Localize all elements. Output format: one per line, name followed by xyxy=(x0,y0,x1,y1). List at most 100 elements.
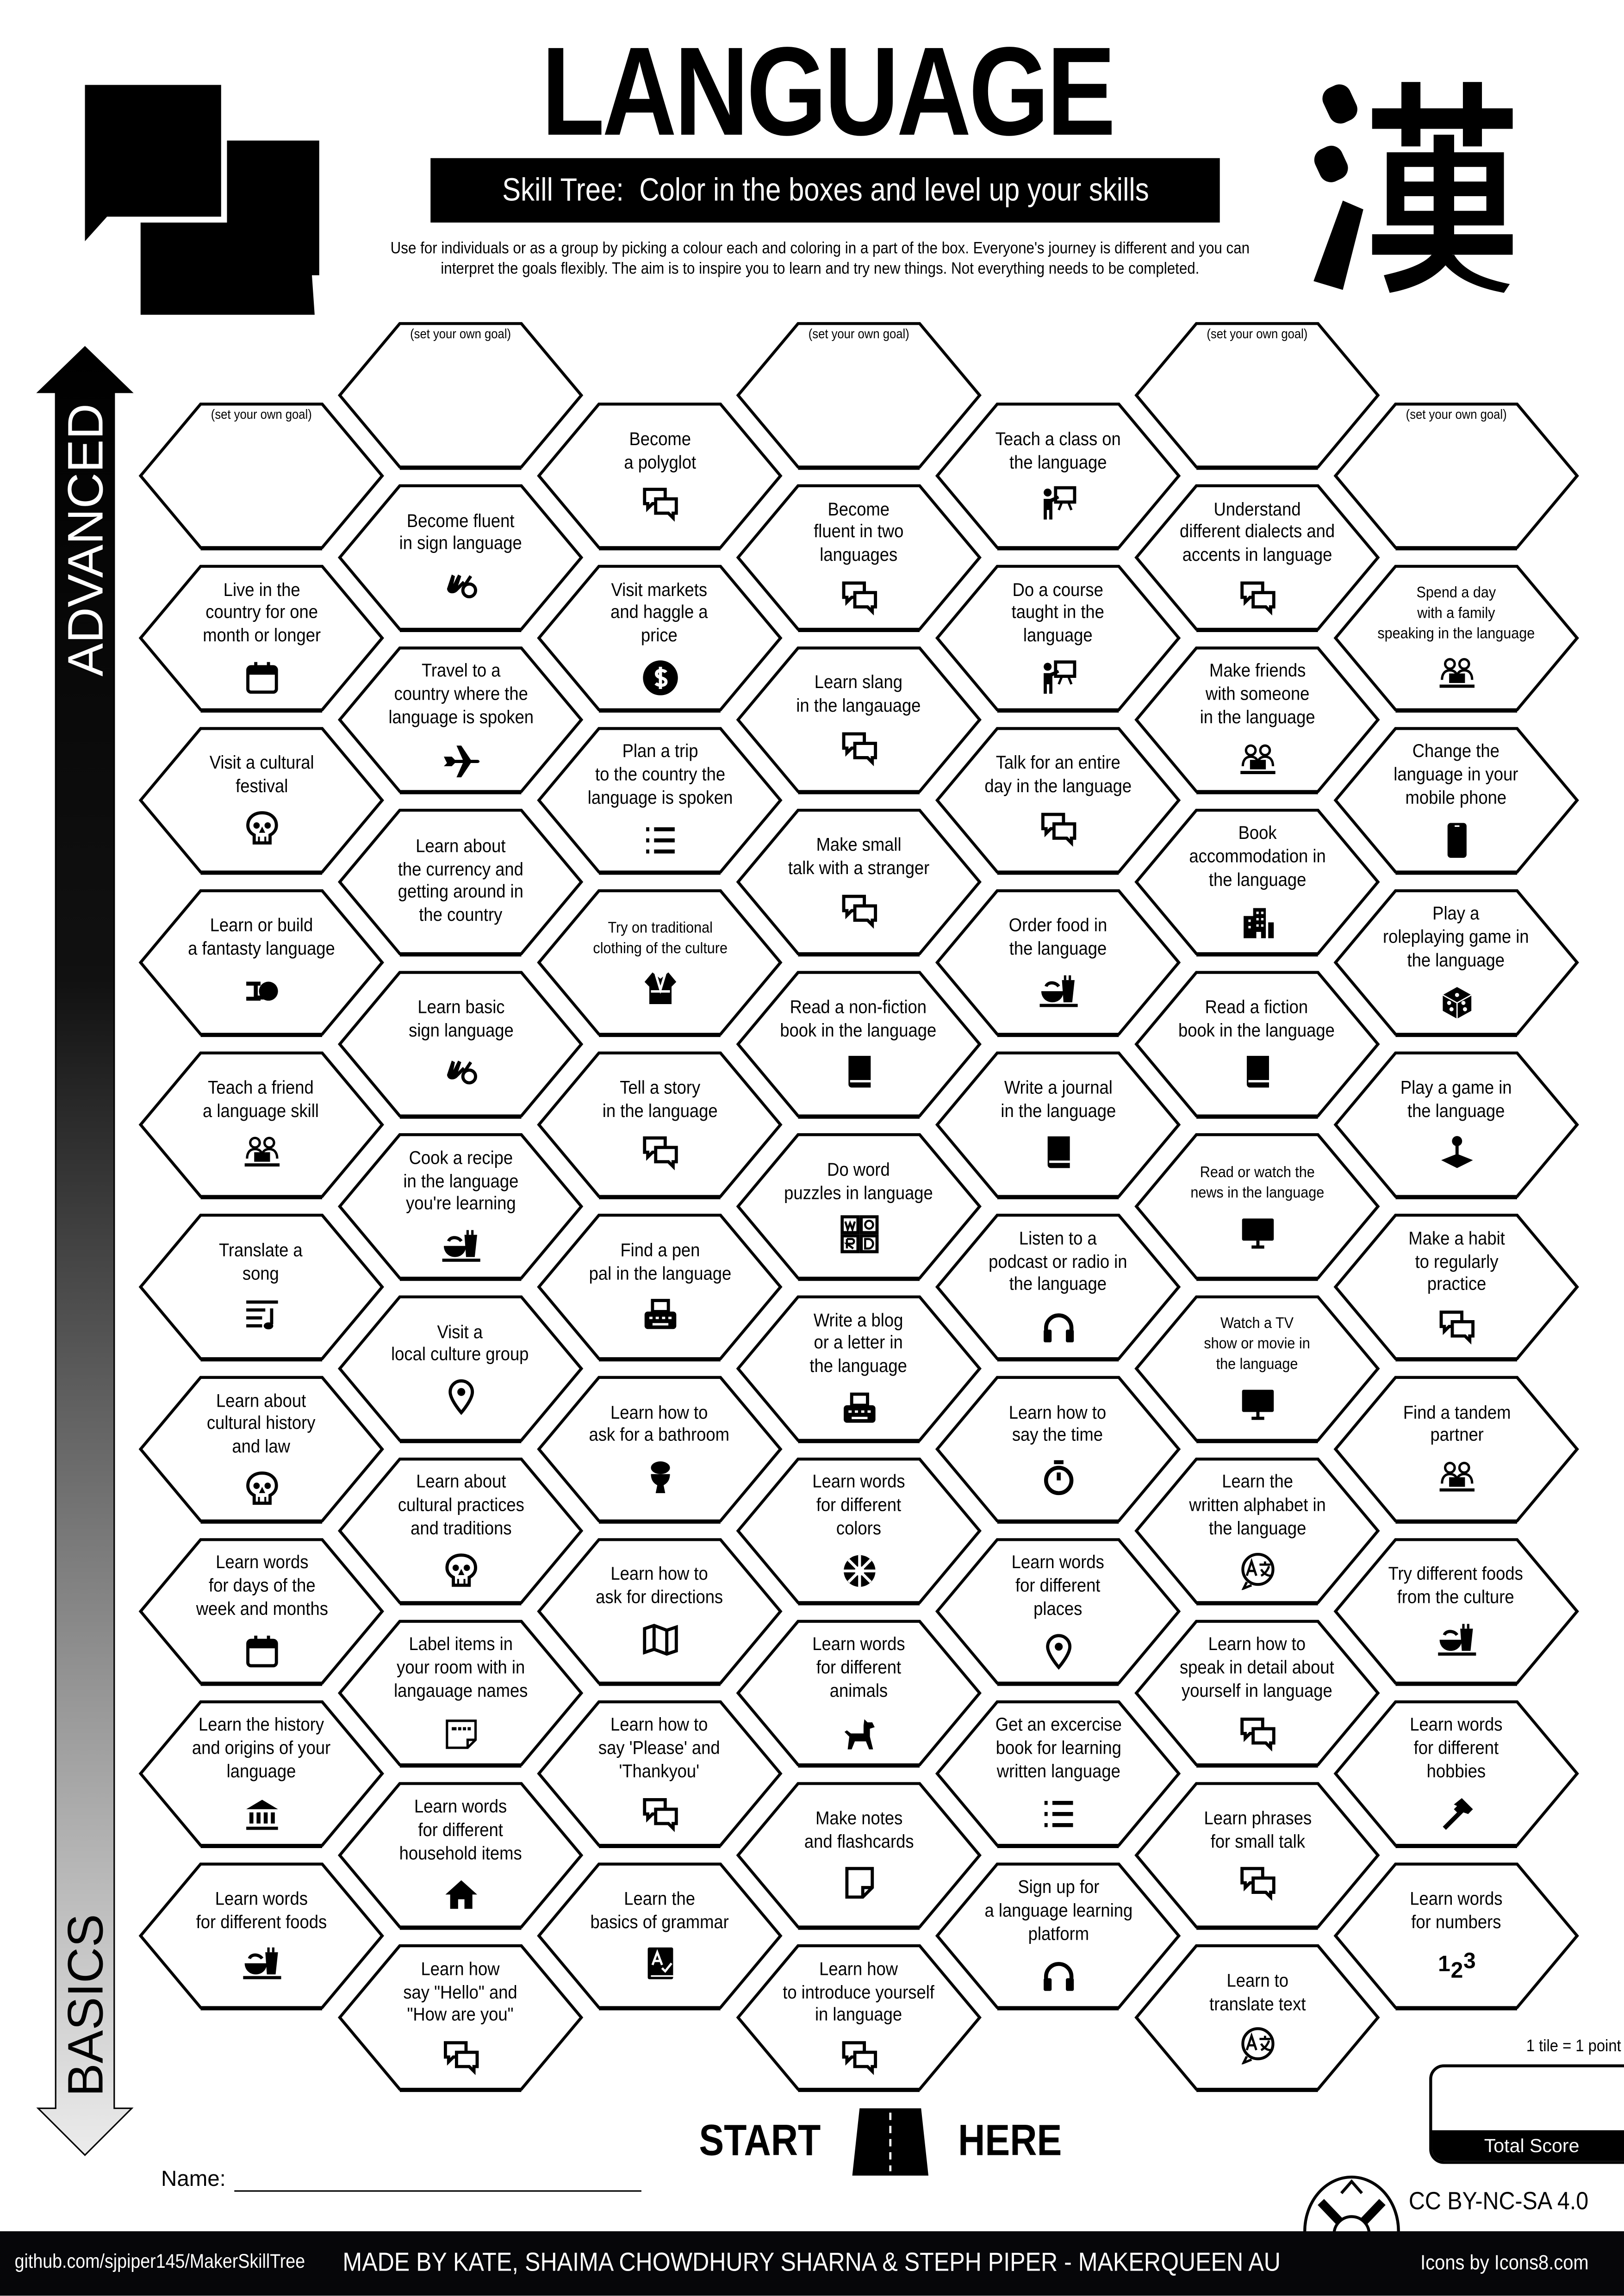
skill-tile[interactable]: Play a game in the language xyxy=(1336,1053,1577,1197)
skill-label: Read a fiction book in the language xyxy=(1179,997,1336,1041)
skill-tile[interactable]: Live in the country for one month or lon… xyxy=(141,566,382,710)
skill-tile[interactable]: Learn how to say 'Please' and 'Thankyou' xyxy=(539,1702,780,1845)
skill-label: Learn the history and origins of your la… xyxy=(192,1714,331,1782)
skill-label: Travel to a country where the language i… xyxy=(388,661,533,728)
skill-tile[interactable]: Write a journal in the language xyxy=(937,1053,1179,1197)
skill-label: Order food in the language xyxy=(1008,915,1108,959)
name-field[interactable]: Name: xyxy=(161,2167,642,2192)
skill-tile[interactable]: Translate a song xyxy=(141,1215,382,1359)
skill-tile[interactable]: Visit a local culture group xyxy=(340,1297,581,1440)
custom-goal-tile[interactable]: (set your own goal) xyxy=(738,323,980,467)
skill-tile[interactable]: Learn words for different hobbies xyxy=(1336,1702,1577,1845)
skill-tile[interactable]: Tell a story in the language xyxy=(539,1053,780,1197)
skill-label: Spend a day with a family speaking in th… xyxy=(1377,584,1535,643)
skill-tile[interactable]: Learn words for days of the week and mon… xyxy=(141,1539,382,1683)
skill-tile[interactable]: Learn how to say the time xyxy=(937,1378,1179,1521)
list-icon xyxy=(1044,1800,1072,1827)
skill-label: Plan a trip to the country the language … xyxy=(587,741,733,808)
name-line[interactable] xyxy=(234,2170,642,2192)
skill-tile[interactable]: Learn basic sign language xyxy=(340,973,581,1116)
skill-tile[interactable]: Learn words for different animals xyxy=(738,1621,980,1765)
skill-tile[interactable]: Do a course taught in the language xyxy=(937,566,1179,710)
skill-tile[interactable]: Watch a TV show or movie in the language xyxy=(1136,1297,1378,1440)
skill-tile[interactable]: Teach a class on the language xyxy=(937,404,1179,547)
skill-tile[interactable]: Cook a recipe in the language you're lea… xyxy=(340,1135,581,1278)
skill-tile[interactable]: Learn slang in the langauage xyxy=(738,648,980,791)
skill-tile[interactable]: Teach a friend a language skill xyxy=(141,1053,382,1197)
skill-tile[interactable]: Learn words for numbers 1 2 3 xyxy=(1336,1864,1577,2007)
skill-label: Learn about cultural practices and tradi… xyxy=(397,1472,524,1539)
headphones-icon xyxy=(1043,1314,1073,1343)
custom-goal-tile[interactable]: (set your own goal) xyxy=(141,404,382,547)
skill-tile[interactable]: Make friends with someone in the languag… xyxy=(1136,648,1378,791)
skill-tile[interactable]: Try on traditional clothing of the cultu… xyxy=(539,891,780,1034)
skill-label: Learn how to speak in detail about yours… xyxy=(1180,1634,1335,1701)
skill-label: Learn slang in the langauage xyxy=(796,672,921,716)
skill-tile[interactable]: Travel to a country where the language i… xyxy=(340,648,581,791)
hex-outline xyxy=(935,727,1181,874)
skill-tile[interactable]: Visit a cultural festival xyxy=(141,728,382,872)
skill-tile[interactable]: Learn how say "Hello" and "How are you" xyxy=(340,1946,581,2089)
custom-goal-tile[interactable]: (set your own goal) xyxy=(1136,323,1378,467)
skill-tile[interactable]: Talk for an entire day in the language xyxy=(937,728,1179,872)
skill-tile[interactable]: Learn about cultural practices and tradi… xyxy=(340,1459,581,1602)
skill-tile[interactable]: Spend a day with a family speaking in th… xyxy=(1336,566,1577,710)
skill-label: Write a journal in the language xyxy=(1000,1077,1116,1121)
skill-tile[interactable]: Learn the basics of grammar xyxy=(539,1864,780,2007)
skill-tile[interactable]: Learn the written alphabet in the langua… xyxy=(1136,1459,1378,1602)
skill-tile[interactable]: Label items in your room with in langaua… xyxy=(340,1621,581,1765)
skill-tile[interactable]: Learn how to ask for directions xyxy=(539,1539,780,1683)
skill-tile[interactable]: Learn words for different colors xyxy=(738,1459,980,1602)
skill-label: Try different foods from the culture xyxy=(1389,1564,1524,1608)
skill-label: Learn how to introduce yourself in langu… xyxy=(783,1958,935,2026)
skill-tile[interactable]: Learn to translate text xyxy=(1136,1946,1378,2089)
custom-goal-tile[interactable]: (set your own goal) xyxy=(340,323,581,467)
skill-tile[interactable]: Become fluent in sign language xyxy=(340,486,581,629)
skill-tile[interactable]: Find a pen pal in the language xyxy=(539,1215,780,1359)
skill-tile[interactable]: Change the language in your mobile phone xyxy=(1336,728,1577,872)
skill-label: Learn or build a fantasty language xyxy=(187,915,335,959)
skill-tile[interactable]: Learn how to ask for a bathroom xyxy=(539,1378,780,1521)
skill-tile[interactable]: Sign up for a language learning platform xyxy=(937,1864,1179,2007)
skill-tile[interactable]: Read a non-fiction book in the language xyxy=(738,973,980,1116)
skill-tile[interactable]: Learn words for different places xyxy=(937,1539,1179,1683)
skill-tile[interactable]: Learn or build a fantasty language xyxy=(141,891,382,1034)
music-list-icon xyxy=(245,1301,278,1330)
skill-tile[interactable]: Become a polyglot xyxy=(539,404,780,547)
hex-outline xyxy=(537,1862,783,2009)
skill-tile[interactable]: Learn words for different household item… xyxy=(340,1783,581,1927)
skill-tile[interactable]: Order food in the language xyxy=(937,891,1179,1034)
skill-tile[interactable]: Visit markets and haggle a price xyxy=(539,566,780,710)
skill-tile[interactable]: Try different foods from the culture xyxy=(1336,1539,1577,1683)
skill-tile[interactable]: Learn about the currency and getting aro… xyxy=(340,810,581,954)
skill-tile[interactable]: Make a habit to regularly practice xyxy=(1336,1215,1577,1359)
skill-tile[interactable]: Get an excercise book for learning writt… xyxy=(937,1702,1179,1845)
skill-tile[interactable]: Make notes and flashcards xyxy=(738,1783,980,1927)
skill-tile[interactable]: Read or watch the news in the language xyxy=(1136,1135,1378,1278)
skill-tile[interactable]: Learn how to introduce yourself in langu… xyxy=(738,1946,980,2089)
skill-tile[interactable]: Do word puzzles in language xyxy=(738,1135,980,1278)
skill-tile[interactable]: Play a roleplaying game in the language xyxy=(1336,891,1577,1034)
sign-hands-icon xyxy=(446,1061,477,1086)
skill-tile[interactable]: Become fluent in two languages xyxy=(738,486,980,629)
skill-tile[interactable]: Learn how to speak in detail about yours… xyxy=(1136,1621,1378,1765)
skill-tile[interactable]: Write a blog or a letter in the language xyxy=(738,1297,980,1440)
people-laptop-icon xyxy=(1438,1462,1474,1492)
skill-tile[interactable]: Learn phrases for small talk xyxy=(1136,1783,1378,1927)
skill-tile[interactable]: Understand different dialects and accent… xyxy=(1136,486,1378,629)
custom-goal-tile[interactable]: (set your own goal) xyxy=(1336,404,1577,547)
skill-tile[interactable]: Learn the history and origins of your la… xyxy=(141,1702,382,1845)
skill-tile[interactable]: Find a tandem partner xyxy=(1336,1378,1577,1521)
skill-label: Find a pen pal in the language xyxy=(588,1240,731,1284)
skill-tile[interactable]: Learn words for different foods xyxy=(141,1864,382,2007)
total-score-box[interactable]: Total Score xyxy=(1429,2064,1624,2164)
skill-tile[interactable]: Book accommodation in the language xyxy=(1136,810,1378,954)
total-score-label: Total Score xyxy=(1432,2130,1624,2161)
skill-tile[interactable]: Make small talk with a stranger xyxy=(738,810,980,954)
skill-tile[interactable]: Learn about cultural history and law xyxy=(141,1378,382,1521)
skill-tile[interactable]: Plan a trip to the country the language … xyxy=(539,728,780,872)
skill-tile[interactable]: Listen to a podcast or radio in the lang… xyxy=(937,1215,1179,1359)
skill-tile[interactable]: Read a fiction book in the language xyxy=(1136,973,1378,1116)
repo-link[interactable]: github.com/sjpiper145/MakerSkillTree xyxy=(14,2250,305,2272)
